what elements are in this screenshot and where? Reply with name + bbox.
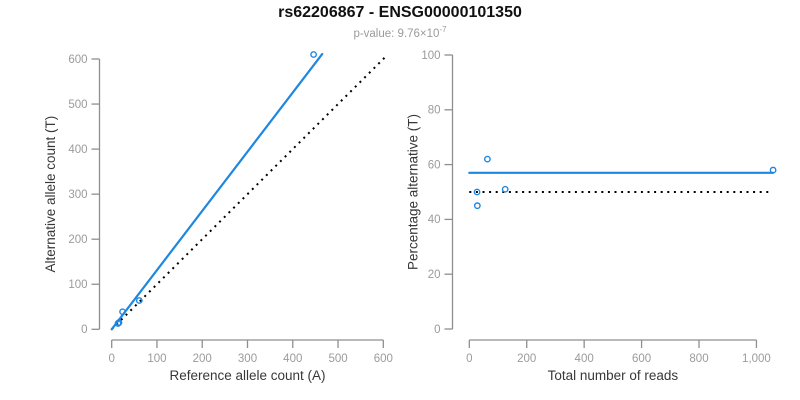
data-point [473, 188, 481, 196]
data-point [769, 166, 777, 174]
data-point [114, 320, 122, 327]
x-axis-title: Reference allele count (A) [169, 368, 325, 383]
x-tick-label: 600 [632, 353, 651, 365]
y-tick-label: 0 [434, 324, 440, 336]
fitted-ratio-line [110, 52, 324, 331]
y-tick-label: 60 [428, 159, 441, 171]
y-tick-label: 500 [68, 99, 87, 111]
data-point [483, 155, 491, 163]
y-tick-label: 600 [68, 54, 87, 66]
x-tick-label: 500 [328, 353, 347, 365]
pvalue-exponent: -7 [439, 25, 447, 34]
data-point [310, 51, 317, 58]
data-point [115, 319, 123, 326]
pvalue-prefix: p-value: [353, 27, 398, 40]
y-tick-label: 200 [68, 234, 87, 246]
x-tick-label: 400 [283, 353, 302, 365]
x-tick-label: 300 [238, 353, 257, 365]
y-tick-label: 300 [68, 189, 87, 201]
data-point [473, 202, 481, 210]
panel-allele-counts: 0 100 200 300 400 500 600 0 100 200 300 400 500 600 Al… [43, 51, 393, 383]
y-axis-title: Alternative allele count (T) [43, 116, 58, 273]
x-tick-label: 0 [466, 353, 472, 365]
panel-percentage-vs-coverage: 0 20 40 60 80 100 0 200 400 600 800 1,000 Percentage… [406, 50, 777, 383]
y-axis-title: Percentage alternative (T) [406, 114, 421, 270]
x-axis-title: Total number of reads [548, 368, 679, 383]
x-tick-label: 0 [108, 353, 114, 365]
y-tick-label: 20 [428, 269, 441, 281]
y-tick-label: 100 [421, 50, 440, 62]
x-tick-label: 200 [517, 353, 536, 365]
y-tick-label: 0 [81, 324, 87, 336]
x-tick-label: 200 [193, 353, 212, 365]
pvalue-mantissa: 9.76×10 [397, 27, 440, 40]
x-tick-label: 400 [575, 353, 594, 365]
y-tick-label: 80 [428, 105, 441, 117]
data-point [135, 297, 143, 304]
y-tick-label: 400 [68, 144, 87, 156]
page-title: rs62206867 - ENSG00000101350 [278, 4, 522, 21]
x-tick-label: 600 [374, 353, 393, 365]
y-tick-label: 100 [68, 279, 87, 291]
x-tick-label: 100 [147, 353, 166, 365]
y-tick-label: 40 [428, 214, 441, 226]
x-tick-label: 1,000 [742, 353, 771, 365]
expected-ratio-dotted-line [110, 54, 389, 331]
data-point [119, 308, 126, 316]
data-point [501, 185, 509, 193]
pvalue-subtitle: p-value: 9.76×10-7 [0, 25, 800, 40]
x-tick-label: 800 [689, 353, 708, 365]
